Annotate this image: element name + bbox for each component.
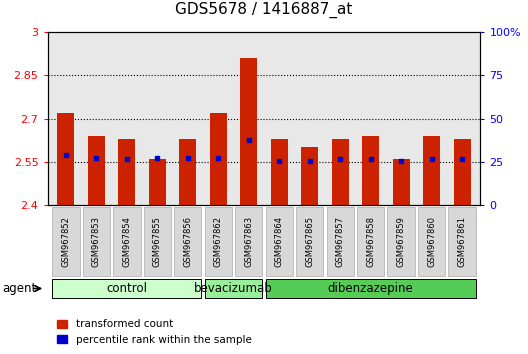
Text: GSM967852: GSM967852 <box>61 216 70 267</box>
Text: GSM967858: GSM967858 <box>366 216 375 267</box>
Text: GSM967854: GSM967854 <box>122 216 131 267</box>
Bar <box>423 136 440 205</box>
FancyBboxPatch shape <box>82 207 110 276</box>
FancyBboxPatch shape <box>204 279 262 298</box>
Bar <box>454 139 470 205</box>
Legend: transformed count, percentile rank within the sample: transformed count, percentile rank withi… <box>53 315 256 349</box>
Bar <box>332 139 348 205</box>
Bar <box>271 139 288 205</box>
FancyBboxPatch shape <box>266 207 293 276</box>
Text: GSM967861: GSM967861 <box>458 216 467 267</box>
Text: GSM967856: GSM967856 <box>183 216 192 267</box>
FancyBboxPatch shape <box>144 207 171 276</box>
Bar <box>210 113 227 205</box>
Text: dibenzazepine: dibenzazepine <box>328 282 413 295</box>
Text: GSM967864: GSM967864 <box>275 216 284 267</box>
Text: agent: agent <box>3 282 37 295</box>
FancyBboxPatch shape <box>52 207 80 276</box>
FancyBboxPatch shape <box>266 279 476 298</box>
Text: GSM967862: GSM967862 <box>214 216 223 267</box>
Text: GSM967865: GSM967865 <box>305 216 314 267</box>
Text: control: control <box>106 282 147 295</box>
Text: GSM967857: GSM967857 <box>336 216 345 267</box>
FancyBboxPatch shape <box>113 207 140 276</box>
FancyBboxPatch shape <box>235 207 262 276</box>
Text: GSM967860: GSM967860 <box>427 216 436 267</box>
FancyBboxPatch shape <box>174 207 202 276</box>
FancyBboxPatch shape <box>418 207 446 276</box>
FancyBboxPatch shape <box>388 207 415 276</box>
Text: GSM967855: GSM967855 <box>153 216 162 267</box>
Bar <box>362 136 379 205</box>
Bar <box>180 139 196 205</box>
Text: bevacizumab: bevacizumab <box>194 282 273 295</box>
FancyBboxPatch shape <box>448 207 476 276</box>
Bar <box>301 148 318 205</box>
Text: GSM967859: GSM967859 <box>397 216 406 267</box>
FancyBboxPatch shape <box>326 207 354 276</box>
Bar <box>88 136 105 205</box>
Text: GDS5678 / 1416887_at: GDS5678 / 1416887_at <box>175 1 353 18</box>
FancyBboxPatch shape <box>357 207 384 276</box>
Bar <box>393 159 410 205</box>
Bar <box>58 113 74 205</box>
FancyBboxPatch shape <box>296 207 324 276</box>
Bar <box>240 58 257 205</box>
FancyBboxPatch shape <box>204 207 232 276</box>
Text: GSM967863: GSM967863 <box>244 216 253 267</box>
FancyBboxPatch shape <box>52 279 202 298</box>
Bar <box>149 159 166 205</box>
Text: GSM967853: GSM967853 <box>92 216 101 267</box>
Bar <box>118 139 135 205</box>
